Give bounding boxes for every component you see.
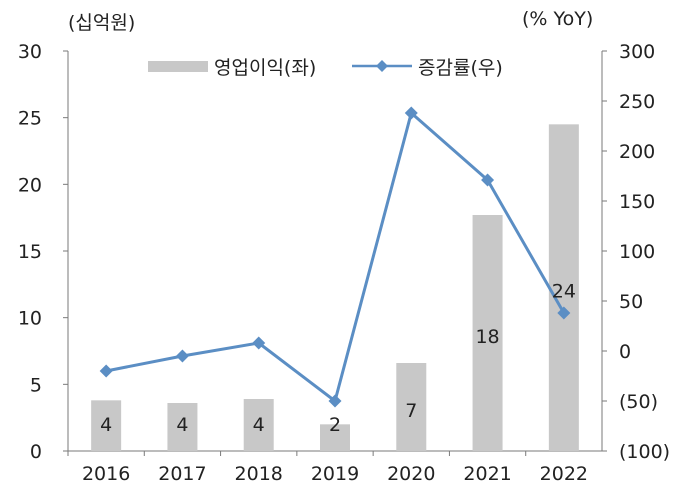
left-axis-unit: (십억원) <box>68 12 136 34</box>
left-tick-label: 0 <box>30 441 42 463</box>
bar-data-label: 4 <box>253 414 265 436</box>
left-tick-label: 5 <box>30 374 42 396</box>
bar-series <box>91 124 579 451</box>
right-tick-label: (100) <box>619 441 670 463</box>
bar-data-label: 4 <box>100 414 112 436</box>
bar-data-label: 24 <box>552 281 576 303</box>
bar <box>167 403 198 451</box>
right-tick-label: 50 <box>619 291 643 313</box>
bar <box>472 215 503 451</box>
line-point <box>404 106 418 120</box>
bar <box>91 400 122 451</box>
x-tick-label: 2022 <box>540 463 588 485</box>
line-point <box>99 364 113 378</box>
left-tick-label: 10 <box>18 308 42 330</box>
legend-line-marker <box>376 60 388 72</box>
bar-data-label: 18 <box>475 326 499 348</box>
right-tick-label: 250 <box>619 91 655 113</box>
line-point <box>328 394 342 408</box>
left-tick-label: 25 <box>18 108 42 130</box>
x-tick-label: 2016 <box>82 463 130 485</box>
right-tick-label: 200 <box>619 141 655 163</box>
right-tick-label: (50) <box>619 391 658 413</box>
bar-data-label: 7 <box>405 400 417 422</box>
data-labels: 4 4 4 2 7 18 24 <box>100 281 576 436</box>
line-point <box>481 173 495 187</box>
x-tick-label: 2018 <box>235 463 283 485</box>
bar <box>396 363 427 451</box>
bar-data-label: 4 <box>176 414 188 436</box>
right-tick-label: 300 <box>619 41 655 63</box>
bar <box>320 424 350 451</box>
line-point <box>252 336 266 350</box>
legend-line-label: 증감률(우) <box>418 57 503 79</box>
axes <box>67 51 603 452</box>
axis-ticks: 0 5 10 15 20 25 30 (100) (50) 0 50 100 150 200 250 300 2… <box>18 41 670 485</box>
line-point <box>175 349 189 363</box>
bar <box>243 399 274 451</box>
x-tick-label: 2019 <box>311 463 359 485</box>
bar-data-label: 2 <box>329 414 341 436</box>
right-tick-label: 0 <box>619 341 631 363</box>
x-tick-label: 2020 <box>387 463 435 485</box>
x-tick-label: 2021 <box>463 463 511 485</box>
line-series <box>99 106 571 408</box>
left-tick-label: 15 <box>18 241 42 263</box>
bar <box>548 124 579 451</box>
right-tick-label: 150 <box>619 191 655 213</box>
right-tick-label: 100 <box>619 241 655 263</box>
left-tick-label: 20 <box>18 174 42 196</box>
legend-bar-swatch <box>148 61 208 72</box>
line-point <box>557 306 571 320</box>
legend-bar-label: 영업이익(좌) <box>214 57 316 79</box>
legend: 영업이익(좌) 증감률(우) <box>148 57 503 79</box>
x-tick-label: 2017 <box>158 463 206 485</box>
left-tick-label: 30 <box>18 41 42 63</box>
right-axis-unit: (% YoY) <box>522 8 594 30</box>
